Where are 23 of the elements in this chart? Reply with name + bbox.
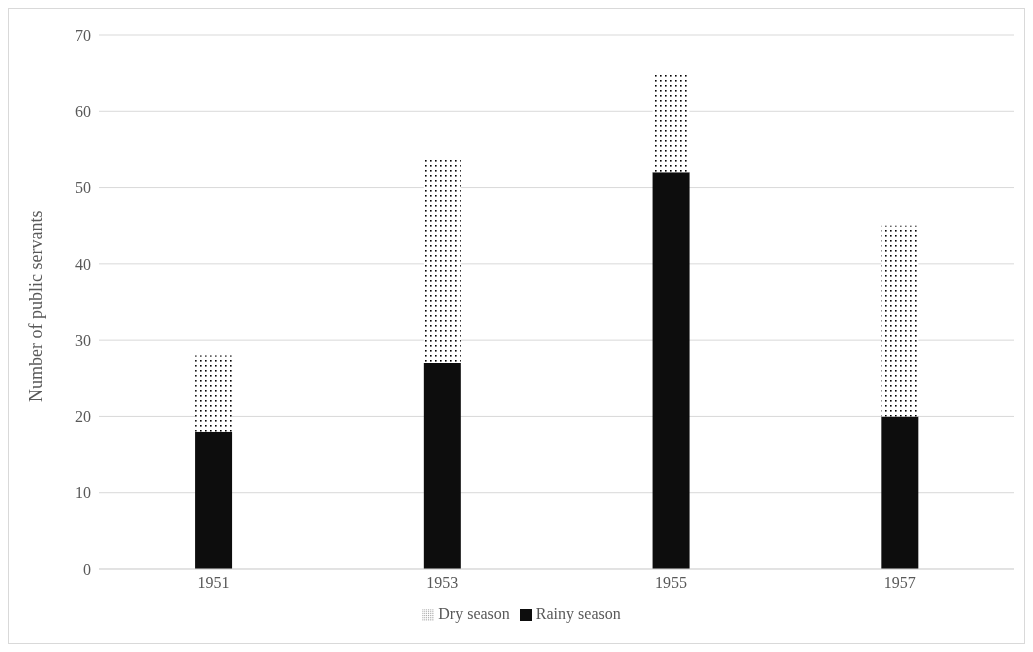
y-tick-label: 0	[83, 560, 91, 578]
bar	[195, 431, 233, 569]
bar	[423, 157, 461, 364]
bar	[195, 355, 233, 432]
legend-label: Rainy season	[535, 605, 621, 622]
bar	[652, 172, 690, 569]
x-tick-label: 1953	[426, 574, 459, 592]
y-axis-title: Number of public servants	[26, 210, 47, 402]
x-tick-label: 1955	[654, 574, 687, 592]
x-tick-label: 1951	[197, 574, 230, 592]
y-tick-label: 40	[75, 255, 91, 273]
bar	[423, 363, 461, 569]
y-tick-label: 70	[75, 26, 91, 44]
y-tick-label: 10	[75, 484, 91, 502]
x-tick-label: 1957	[883, 574, 916, 592]
y-tick-label: 30	[75, 331, 91, 349]
y-tick-label: 20	[75, 408, 91, 426]
bar	[881, 225, 919, 417]
y-tick-label: 50	[75, 179, 91, 197]
legend-label: Dry season	[438, 605, 510, 622]
bar	[881, 416, 919, 569]
bar	[652, 73, 690, 173]
y-tick-label: 60	[75, 102, 91, 120]
